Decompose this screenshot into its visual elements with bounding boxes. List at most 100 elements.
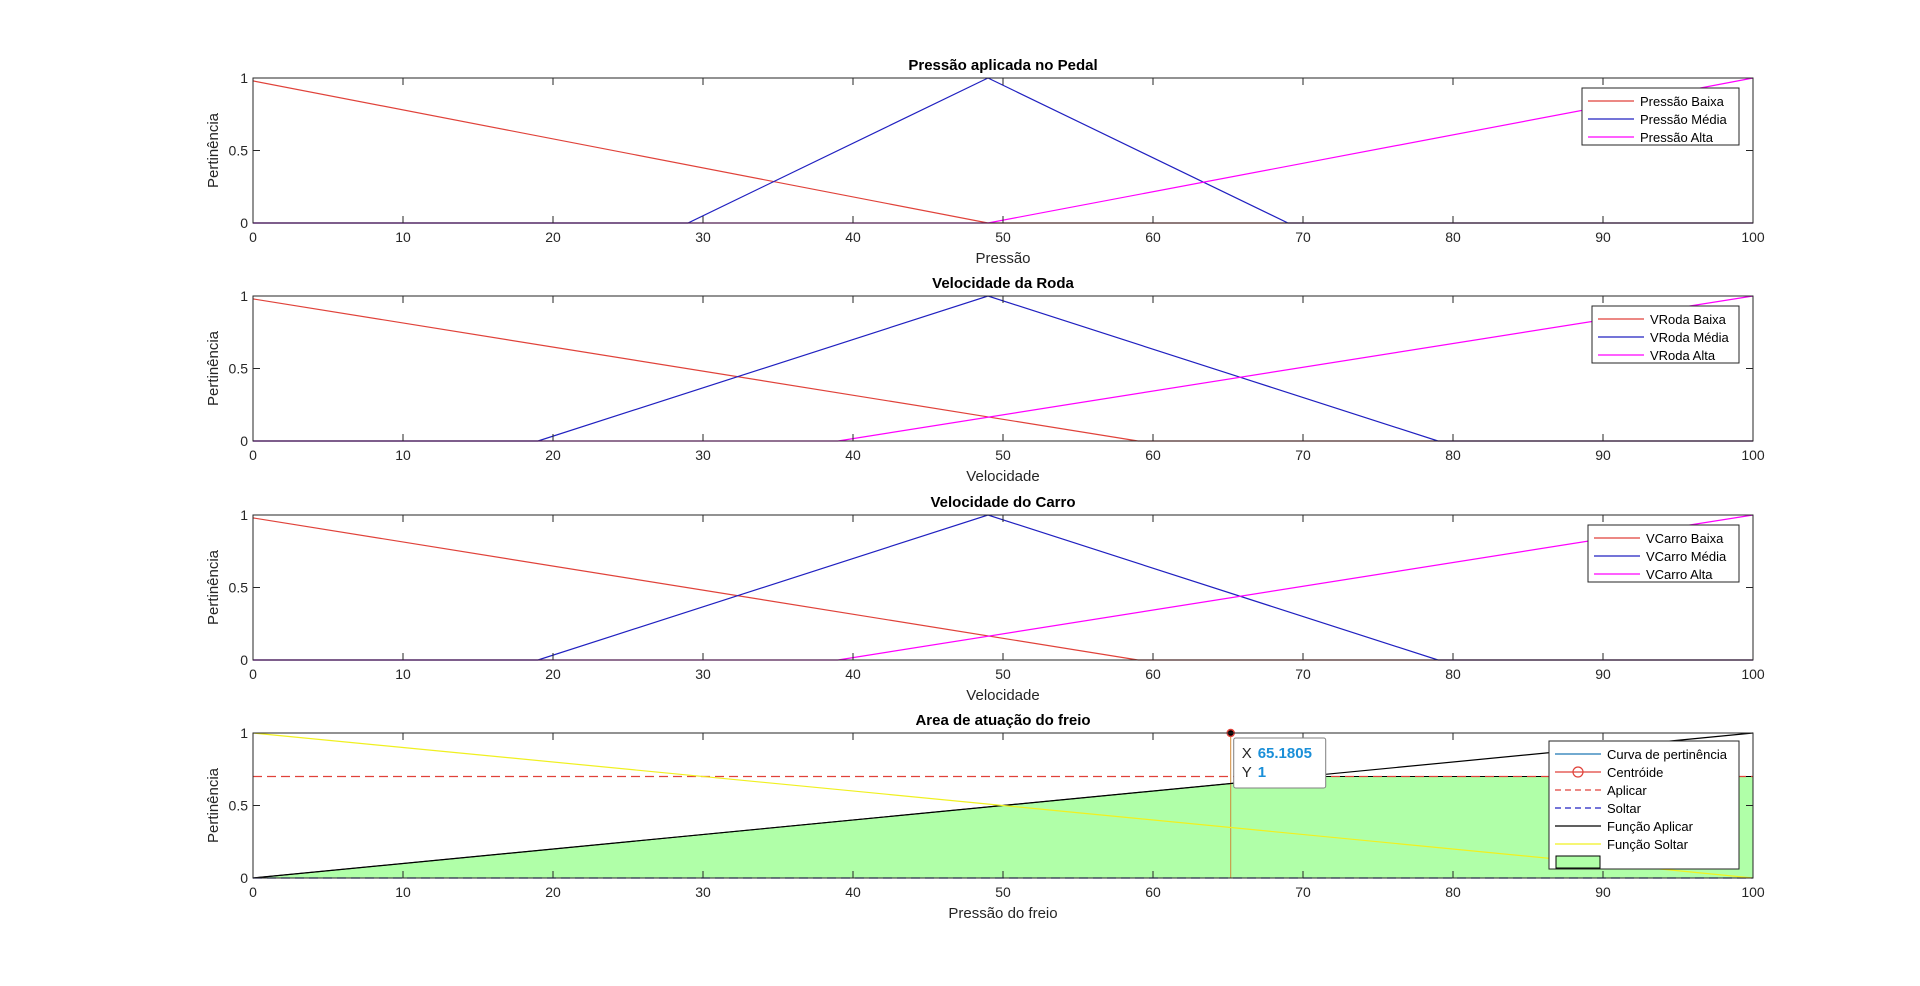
plot-area — [253, 78, 1753, 223]
x-axis-label: Velocidade — [966, 468, 1039, 485]
x-axis: 0 10 20 30 40 50 60 70 80 90 100 — [249, 733, 1765, 900]
x-tick-label: 80 — [1445, 229, 1461, 245]
legend-swatch-fill — [1555, 855, 1601, 869]
y-axis-label: Pertinência — [205, 767, 222, 843]
y-tick-label: 0 — [240, 433, 248, 449]
y-tick-label: 1 — [240, 70, 248, 86]
y-tick-label: 1 — [240, 288, 248, 304]
x-tick-label: 30 — [695, 666, 711, 682]
y-axis-label: Pertinência — [205, 112, 222, 188]
x-tick-label: 60 — [1145, 884, 1161, 900]
y-tick-label: 0 — [240, 215, 248, 231]
x-tick-label: 40 — [845, 447, 861, 463]
legend-box — [1587, 524, 1740, 583]
x-tick-label: 80 — [1445, 666, 1461, 682]
subplot-3: 0 10 20 30 40 50 60 70 80 90 100 0 0.5 1 Velocidade do… — [205, 494, 1765, 704]
x-tick-label: 70 — [1295, 884, 1311, 900]
x-tick-label: 20 — [545, 229, 561, 245]
x-tick-label: 50 — [995, 447, 1011, 463]
x-tick-label: 10 — [395, 447, 411, 463]
legend: VRoda Baixa VRoda Média VRoda Alta — [1591, 305, 1740, 364]
legend: Curva de pertinência Centróide Aplicar Solt… — [1548, 740, 1740, 870]
y-axis: 00.51 — [229, 725, 1753, 886]
x-tick-label: 90 — [1595, 447, 1611, 463]
datatip-box — [1233, 737, 1327, 789]
x-tick-label: 30 — [695, 229, 711, 245]
x-tick-label: 40 — [845, 229, 861, 245]
x-tick-label: 60 — [1145, 447, 1161, 463]
x-tick-label: 0 — [249, 229, 257, 245]
x-tick-label: 40 — [845, 884, 861, 900]
y-tick-label: 0.5 — [229, 798, 249, 814]
x-tick-label: 50 — [995, 666, 1011, 682]
legend-entry: Função Soltar — [1607, 837, 1689, 852]
x-tick-label: 90 — [1595, 666, 1611, 682]
x-tick-label: 10 — [395, 884, 411, 900]
legend-entry: VRoda Alta — [1650, 348, 1716, 363]
legend: Pressão Baixa Pressão Média Pressão Alta — [1581, 87, 1740, 146]
datatip-y-value: 1 — [1258, 764, 1266, 781]
legend-entry: Pressão Média — [1640, 112, 1727, 127]
legend-box — [1548, 740, 1740, 870]
x-tick-label: 50 — [995, 884, 1011, 900]
y-tick-label: 0.5 — [229, 143, 249, 159]
legend-entry: VCarro Baixa — [1646, 531, 1724, 546]
x-tick-label: 80 — [1445, 884, 1461, 900]
y-tick-label: 0.5 — [229, 361, 249, 377]
datatip: X 65.1805 Y 1 — [1233, 737, 1327, 789]
x-tick-label: 0 — [249, 884, 257, 900]
x-tick-label: 10 — [395, 666, 411, 682]
x-tick-label: 30 — [695, 884, 711, 900]
x-tick-label: 70 — [1295, 447, 1311, 463]
x-tick-label: 60 — [1145, 666, 1161, 682]
legend-entry: VCarro Alta — [1646, 567, 1713, 582]
y-tick-label: 1 — [240, 507, 248, 523]
chart-title: Velocidade da Roda — [932, 275, 1074, 292]
legend-marker — [1572, 766, 1584, 778]
x-tick-label: 0 — [249, 666, 257, 682]
plot-area — [253, 296, 1753, 441]
x-axis: 0 10 20 30 40 50 60 70 80 90 100 — [249, 78, 1765, 245]
legend-entry: Soltar — [1607, 801, 1642, 816]
legend-entry: Centróide — [1607, 765, 1663, 780]
series-fun-o-soltar-line — [252, 732, 1754, 879]
datatip-y-label: Y — [1242, 764, 1252, 781]
chart-title: Velocidade do Carro — [930, 494, 1075, 511]
x-tick-label: 70 — [1295, 666, 1311, 682]
y-axis-label: Pertinência — [205, 330, 222, 406]
x-axis-label: Pressão do freio — [948, 905, 1057, 922]
x-tick-label: 100 — [1741, 229, 1765, 245]
legend-entry: Pressão Alta — [1640, 130, 1714, 145]
x-tick-label: 10 — [395, 229, 411, 245]
legend-entry: Aplicar — [1607, 783, 1647, 798]
x-tick-label: 20 — [545, 447, 561, 463]
legend: VCarro Baixa VCarro Média VCarro Alta — [1587, 524, 1740, 583]
x-tick-label: 20 — [545, 666, 561, 682]
x-tick-label: 40 — [845, 666, 861, 682]
y-axis: 00.51 — [229, 70, 1753, 231]
legend-entry: VRoda Baixa — [1650, 312, 1727, 327]
x-tick-label: 90 — [1595, 884, 1611, 900]
y-tick-label: 0.5 — [229, 580, 249, 596]
y-axis-label: Pertinência — [205, 549, 222, 625]
x-axis: 0 10 20 30 40 50 60 70 80 90 100 — [249, 515, 1765, 682]
x-axis-label: Pressão — [975, 250, 1030, 267]
x-tick-label: 100 — [1741, 666, 1765, 682]
chart-title: Area de atuação do freio — [915, 712, 1090, 729]
y-tick-label: 0 — [240, 652, 248, 668]
y-tick-label: 1 — [240, 725, 248, 741]
x-tick-label: 100 — [1741, 884, 1765, 900]
plot-area — [253, 515, 1753, 660]
legend-entry: VRoda Média — [1650, 330, 1730, 345]
legend-entry: Função Aplicar — [1607, 819, 1694, 834]
chart-title: Pressão aplicada no Pedal — [908, 57, 1097, 74]
x-axis: 0 10 20 30 40 50 60 70 80 90 100 — [249, 296, 1765, 463]
x-axis-label: Velocidade — [966, 687, 1039, 704]
datatip-x-label: X — [1242, 745, 1252, 762]
x-tick-label: 50 — [995, 229, 1011, 245]
legend-box — [1581, 87, 1740, 146]
